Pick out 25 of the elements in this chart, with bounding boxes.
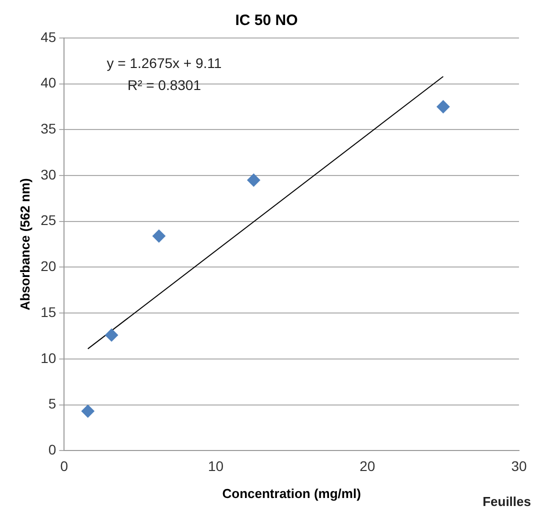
- y-tick-label: 40: [40, 74, 56, 91]
- x-tick-label: 10: [208, 458, 224, 474]
- x-tick-label: 20: [360, 458, 376, 474]
- y-axis-title: Absorbance (562 nm): [17, 178, 32, 310]
- point: [81, 404, 94, 418]
- x-axis-title: Concentration (mg/ml): [222, 486, 361, 501]
- point: [247, 174, 260, 187]
- point: [105, 328, 118, 342]
- x-tick-label: 30: [511, 458, 527, 474]
- point: [436, 100, 450, 114]
- y-tick-label: 15: [40, 304, 56, 320]
- annotation: R² = 0.8301: [127, 77, 202, 93]
- y-tick-label: 10: [40, 350, 56, 366]
- y-tick-label: 35: [40, 120, 56, 137]
- y-tick-label: 0: [48, 441, 56, 458]
- y-tick-label: 45: [40, 28, 56, 45]
- annotation: y = 1.2675x + 9.11: [106, 55, 222, 71]
- y-tick-label: 30: [40, 166, 56, 182]
- y-tick-label: 5: [48, 396, 56, 412]
- y-tick-label: 25: [40, 212, 56, 228]
- x-tick-label: 0: [60, 458, 68, 474]
- text: Feuilles: [482, 494, 531, 509]
- point: [152, 230, 166, 243]
- y-tick-label: 20: [40, 258, 56, 274]
- chart-title: IC 50 NO: [235, 12, 298, 30]
